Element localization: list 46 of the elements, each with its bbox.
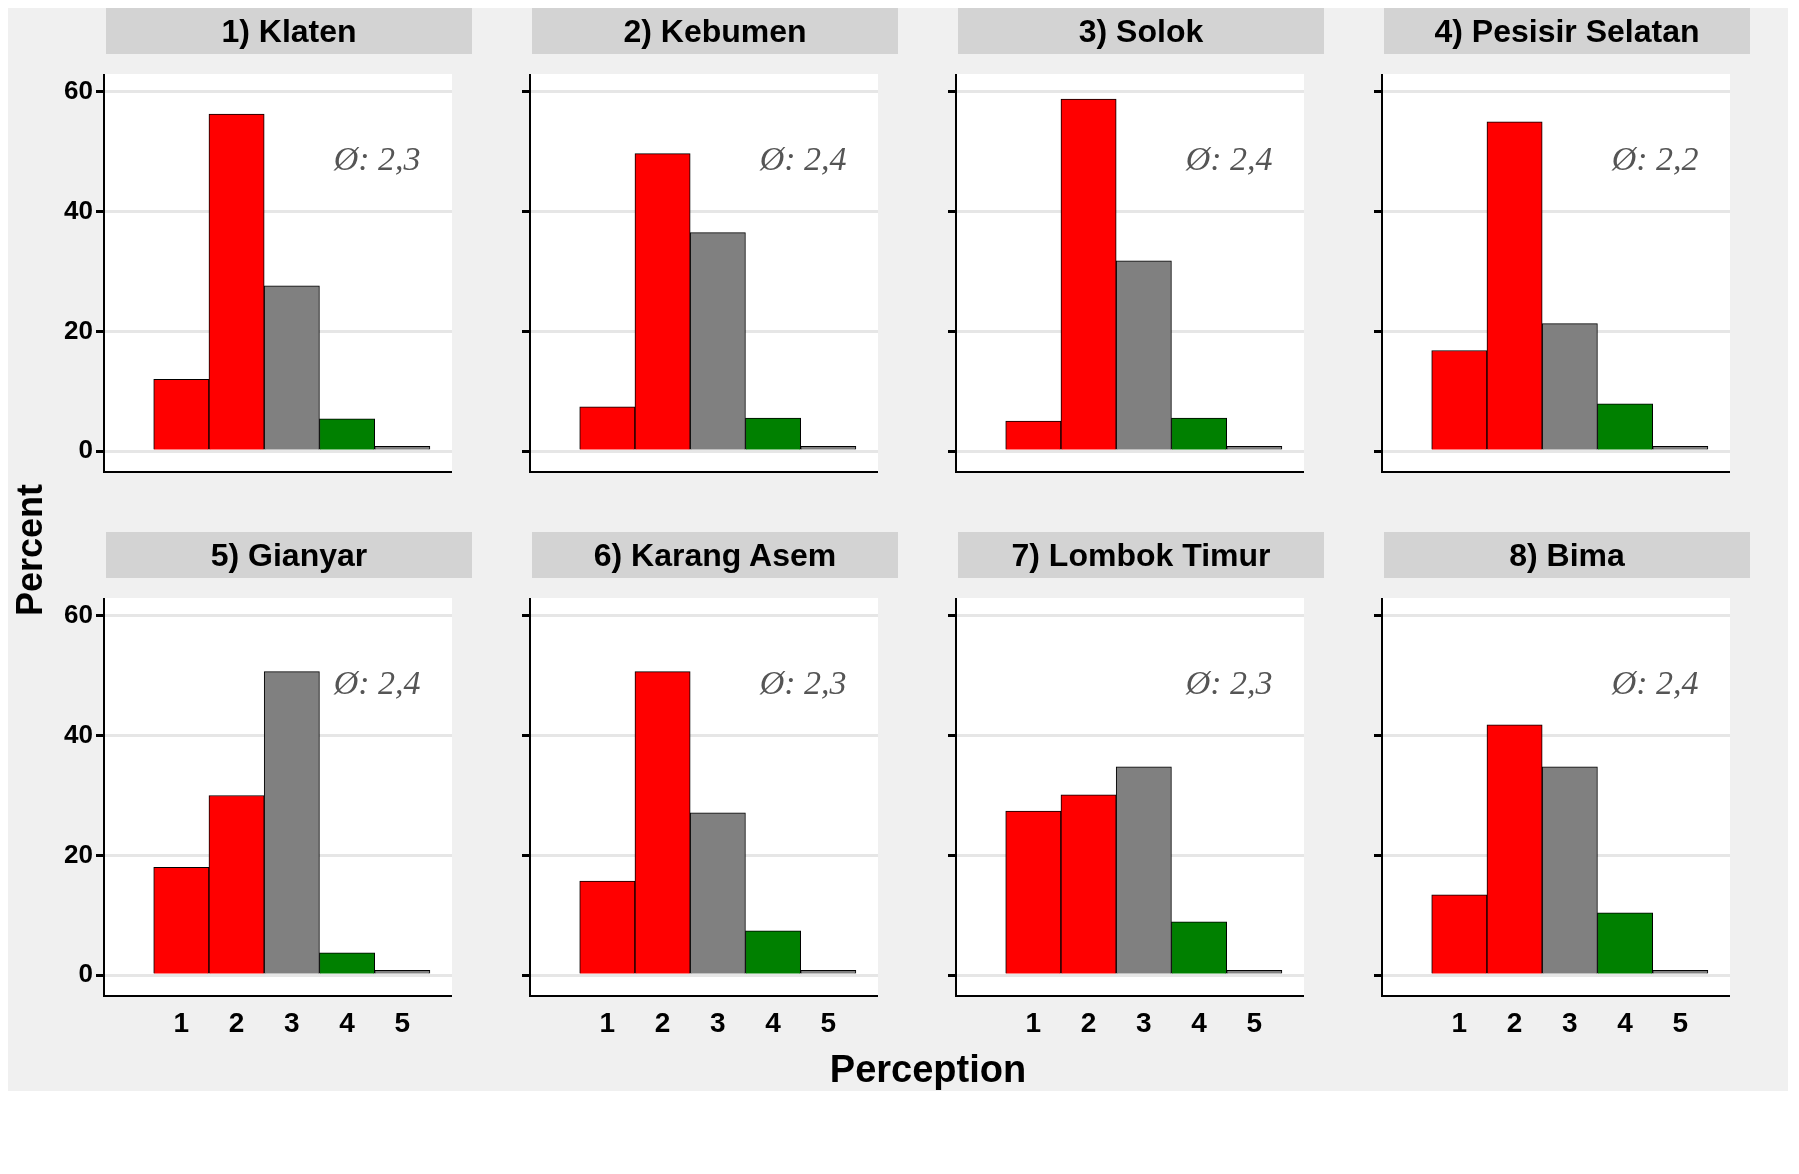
x-tick-label: 2 [1506, 1006, 1523, 1038]
y-tick-label: 40 [64, 718, 93, 749]
x-tick-label: 5 [1246, 1006, 1263, 1038]
x-tick-label: 1 [173, 1006, 190, 1038]
chart-title: 6) Karang Asem [532, 532, 898, 578]
annotation: Ø: 2,4 [332, 664, 421, 702]
x-axis-title: Perception [829, 1048, 1027, 1090]
x-tick-label: 1 [1451, 1006, 1468, 1038]
annotation: Ø: 2,3 [332, 140, 421, 178]
y-tick-label: 0 [78, 958, 93, 989]
annotation: Ø: 2,4 [758, 140, 847, 178]
x-tick-label: 4 [765, 1006, 782, 1038]
x-tick-label: 4 [1191, 1006, 1208, 1038]
x-tick-label: 5 [394, 1006, 411, 1038]
chart-title: 7) Lombok Timur [958, 532, 1324, 578]
chart-title: 5) Gianyar [106, 532, 472, 578]
y-axis-title: Percent [9, 483, 51, 616]
x-tick-label: 4 [1617, 1006, 1634, 1038]
y-tick-label: 20 [64, 314, 93, 345]
chart-title: 3) Solok [958, 8, 1324, 54]
x-tick-label: 3 [284, 1006, 300, 1038]
x-tick-label: 2 [228, 1006, 245, 1038]
annotation: Ø: 2,4 [1610, 664, 1699, 702]
chart-title: 8) Bima [1384, 532, 1750, 578]
y-tick-label: 40 [64, 194, 93, 225]
y-tick-label: 60 [64, 75, 93, 106]
x-tick-label: 2 [654, 1006, 671, 1038]
y-tick-label: 60 [64, 599, 93, 630]
x-tick-label: 2 [1080, 1006, 1097, 1038]
x-tick-label: 1 [599, 1006, 616, 1038]
x-tick-label: 1 [1025, 1006, 1042, 1038]
x-tick-label: 5 [820, 1006, 837, 1038]
x-tick-label: 5 [1672, 1006, 1689, 1038]
x-tick-label: 3 [710, 1006, 726, 1038]
annotation: Ø: 2,4 [1184, 140, 1273, 178]
annotation: Ø: 2,3 [758, 664, 847, 702]
chart-title: 1) Klaten [106, 8, 472, 54]
y-tick-label: 0 [78, 434, 93, 465]
y-tick-label: 20 [64, 838, 93, 869]
annotation: Ø: 2,3 [1184, 664, 1273, 702]
x-tick-label: 4 [339, 1006, 356, 1038]
chart-title: 2) Kebumen [532, 8, 898, 54]
annotation: Ø: 2,2 [1610, 140, 1699, 178]
x-tick-label: 3 [1562, 1006, 1578, 1038]
chart-title: 4) Pesisir Selatan [1384, 8, 1750, 54]
x-tick-label: 3 [1136, 1006, 1152, 1038]
